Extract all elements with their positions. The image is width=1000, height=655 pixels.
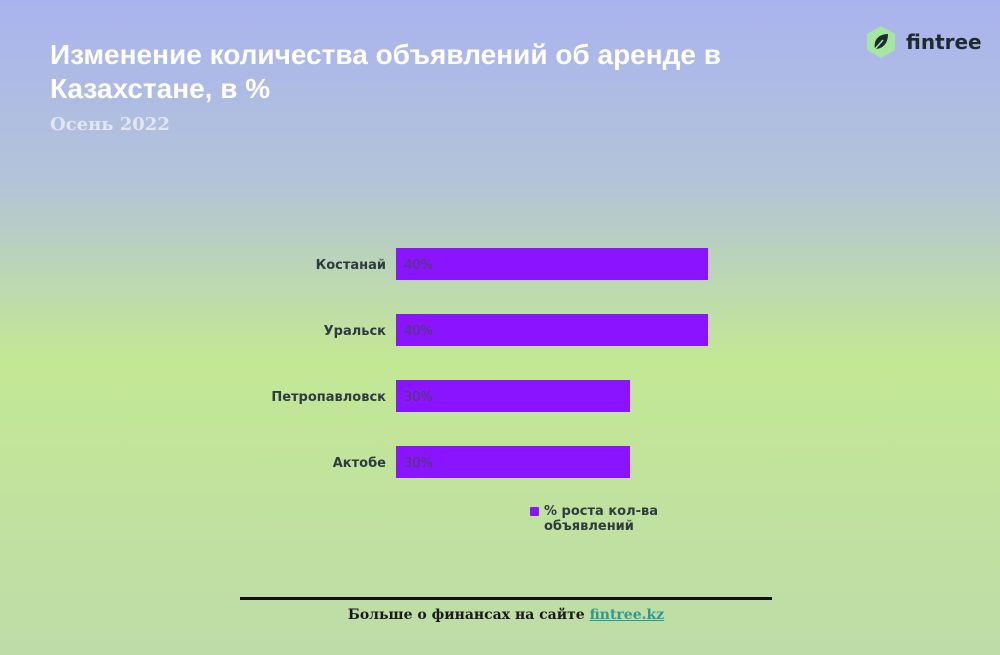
brand-name: fintree	[906, 30, 982, 54]
chart-subtitle: Осень 2022	[50, 114, 170, 135]
footer-text: Больше о финансах на сайте	[347, 607, 590, 623]
bar-chart: Костанай 40% Уральск 40% Петропавловск 30% Акт…	[271, 248, 708, 534]
data-label: 30%	[404, 456, 433, 471]
category-label: Петропавловск	[271, 390, 386, 405]
legend-label: % роста кол-ва объявлений	[544, 504, 658, 534]
category-label: Актобе	[333, 456, 386, 471]
bar	[396, 248, 708, 280]
bar	[396, 446, 630, 478]
legend-swatch	[530, 507, 539, 516]
footer-divider	[240, 597, 772, 600]
category-label: Уральск	[324, 324, 387, 339]
footer-note: Больше о финансах на сайте fintree.kz	[240, 607, 772, 623]
bar	[396, 380, 630, 412]
data-label: 30%	[404, 390, 433, 405]
leaf-icon	[867, 26, 895, 58]
data-label: 40%	[404, 258, 433, 273]
data-label: 40%	[404, 324, 433, 339]
chart-title: Изменение количества объявлений об аренд…	[50, 39, 721, 104]
footer-link[interactable]: fintree.kz	[589, 607, 665, 623]
bar	[396, 314, 708, 346]
brand-logo[interactable]: fintree	[864, 24, 982, 60]
category-label: Костанай	[316, 258, 386, 273]
